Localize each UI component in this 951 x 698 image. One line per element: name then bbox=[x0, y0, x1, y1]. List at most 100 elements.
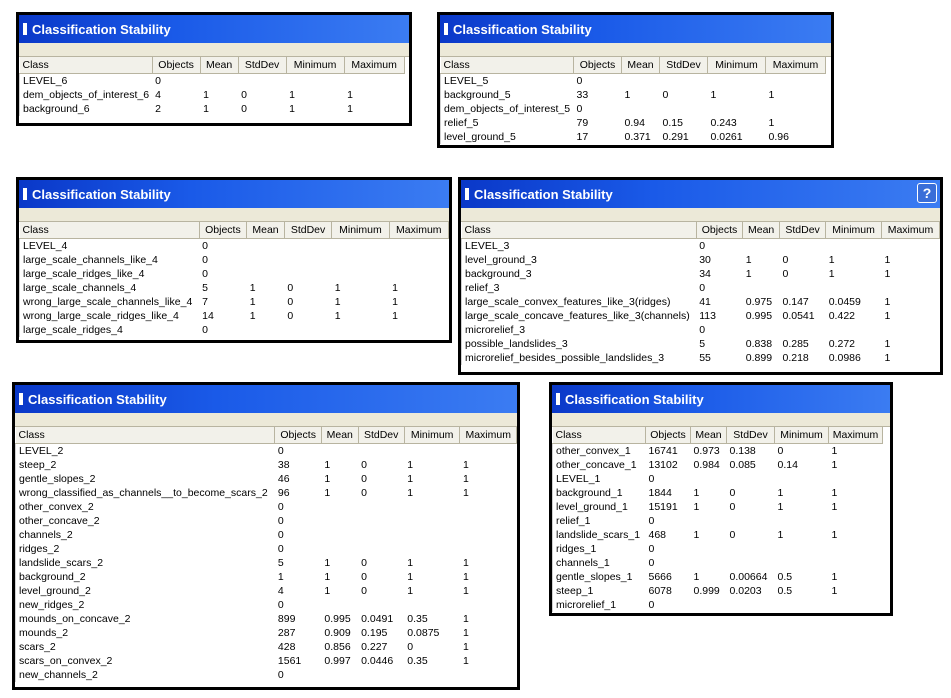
column-header-stddev[interactable]: StdDev bbox=[779, 222, 827, 239]
table-row[interactable]: wrong_classified_as_channels__to_become_… bbox=[15, 486, 517, 500]
column-header-maximum[interactable]: Maximum bbox=[881, 222, 940, 239]
table-row[interactable]: steep_2 38 1 0 1 1 bbox=[15, 458, 517, 472]
table-row[interactable]: channels_1 0 bbox=[552, 556, 883, 570]
window-titlebar[interactable]: Classification Stability ? bbox=[461, 180, 940, 208]
column-header-objects[interactable]: Objects bbox=[645, 427, 691, 444]
column-header-objects[interactable]: Objects bbox=[696, 222, 744, 239]
column-header-maximum[interactable]: Maximum bbox=[389, 222, 449, 239]
table-row[interactable]: background_3 34 1 0 1 1 bbox=[461, 267, 940, 281]
window-titlebar[interactable]: Classification Stability bbox=[552, 385, 890, 413]
window-titlebar[interactable]: Classification Stability bbox=[440, 15, 831, 43]
table-row[interactable]: LEVEL_2 0 bbox=[15, 443, 517, 458]
column-header-objects[interactable]: Objects bbox=[274, 427, 322, 444]
table-row[interactable]: microrelief_besides_possible_landslides_… bbox=[461, 351, 940, 365]
column-header-stddev[interactable]: StdDev bbox=[284, 222, 333, 239]
table-row[interactable]: background_1 1844 1 0 1 1 bbox=[552, 486, 883, 500]
column-header-minimum[interactable]: Minimum bbox=[286, 57, 345, 74]
table-row[interactable]: large_scale_ridges_like_4 0 bbox=[19, 267, 449, 281]
column-header-objects[interactable]: Objects bbox=[573, 57, 622, 74]
cell-stddev: 0.285 bbox=[782, 338, 809, 350]
table-row[interactable]: large_scale_convex_features_like_3(ridge… bbox=[461, 295, 940, 309]
table-row[interactable]: scars_on_convex_2 1561 0.997 0.0446 0.35 1 bbox=[15, 654, 517, 668]
table-row[interactable]: channels_2 0 bbox=[15, 528, 517, 542]
table-row[interactable]: background_5 33 1 0 1 1 bbox=[440, 88, 826, 102]
table-row[interactable]: wrong_large_scale_channels_like_4 7 1 0 1 1 bbox=[19, 295, 449, 309]
cell-objects: 15191 bbox=[648, 501, 678, 513]
column-header-mean[interactable]: Mean bbox=[690, 427, 727, 444]
table-row[interactable]: microrelief_3 0 bbox=[461, 323, 940, 337]
column-header-mean[interactable]: Mean bbox=[246, 222, 285, 239]
table-row[interactable]: wrong_large_scale_ridges_like_4 14 1 0 1 1 bbox=[19, 309, 449, 323]
column-header-minimum[interactable]: Minimum bbox=[707, 57, 766, 74]
window-titlebar[interactable]: Classification Stability bbox=[15, 385, 517, 413]
column-header-minimum[interactable]: Minimum bbox=[774, 427, 829, 444]
cell-mean bbox=[247, 323, 285, 337]
table-row[interactable]: steep_1 6078 0.999 0.0203 0.5 1 bbox=[552, 584, 883, 598]
column-header-mean[interactable]: Mean bbox=[200, 57, 239, 74]
column-header-maximum[interactable]: Maximum bbox=[828, 427, 883, 444]
table-row[interactable]: level_ground_5 17 0.371 0.291 0.0261 0.96 bbox=[440, 130, 826, 144]
table-row[interactable]: possible_landslides_3 5 0.838 0.285 0.272 1 bbox=[461, 337, 940, 351]
table-row[interactable]: new_ridges_2 0 bbox=[15, 598, 517, 612]
column-header-maximum[interactable]: Maximum bbox=[344, 57, 405, 74]
column-header-class[interactable]: Class bbox=[461, 222, 697, 239]
table-row[interactable]: other_concave_2 0 bbox=[15, 514, 517, 528]
column-header-class[interactable]: Class bbox=[552, 427, 646, 444]
column-header-class[interactable]: Class bbox=[19, 222, 200, 239]
table-row[interactable]: LEVEL_1 0 bbox=[552, 472, 883, 486]
table-row[interactable]: LEVEL_6 0 bbox=[19, 73, 405, 88]
column-header-stddev[interactable]: StdDev bbox=[659, 57, 708, 74]
table-row[interactable]: new_channels_2 0 bbox=[15, 668, 517, 682]
cell-mean: 0.999 bbox=[693, 585, 720, 597]
column-header-minimum[interactable]: Minimum bbox=[404, 427, 461, 444]
table-row[interactable]: relief_1 0 bbox=[552, 514, 883, 528]
window-titlebar[interactable]: Classification Stability bbox=[19, 180, 449, 208]
help-button[interactable]: ? bbox=[917, 183, 937, 203]
column-header-class[interactable]: Class bbox=[15, 427, 276, 444]
table-row[interactable]: gentle_slopes_1 5666 1 0.00664 0.5 1 bbox=[552, 570, 883, 584]
column-header-maximum[interactable]: Maximum bbox=[765, 57, 826, 74]
column-header-mean[interactable]: Mean bbox=[621, 57, 660, 74]
column-header-class[interactable]: Class bbox=[19, 57, 153, 74]
table-row[interactable]: microrelief_1 0 bbox=[552, 598, 883, 612]
column-header-mean[interactable]: Mean bbox=[321, 427, 359, 444]
column-header-stddev[interactable]: StdDev bbox=[358, 427, 405, 444]
table-row[interactable]: landslide_scars_1 468 1 0 1 1 bbox=[552, 528, 883, 542]
table-row[interactable]: relief_5 79 0.94 0.15 0.243 1 bbox=[440, 116, 826, 130]
column-header-class[interactable]: Class bbox=[440, 57, 574, 74]
table-row[interactable]: mounds_on_concave_2 899 0.995 0.0491 0.35 1 bbox=[15, 612, 517, 626]
table-row[interactable]: ridges_1 0 bbox=[552, 542, 883, 556]
table-row[interactable]: dem_objects_of_interest_6 4 1 0 1 1 bbox=[19, 88, 405, 102]
table-row[interactable]: level_ground_2 4 1 0 1 1 bbox=[15, 584, 517, 598]
table-row[interactable]: other_convex_2 0 bbox=[15, 500, 517, 514]
table-row[interactable]: ridges_2 0 bbox=[15, 542, 517, 556]
table-row[interactable]: level_ground_1 15191 1 0 1 1 bbox=[552, 500, 883, 514]
table-row[interactable]: LEVEL_4 0 bbox=[19, 238, 449, 253]
table-row[interactable]: large_scale_channels_like_4 0 bbox=[19, 253, 449, 267]
table-row[interactable]: LEVEL_3 0 bbox=[461, 238, 940, 253]
table-row[interactable]: scars_2 428 0.856 0.227 0 1 bbox=[15, 640, 517, 654]
table-row[interactable]: mounds_2 287 0.909 0.195 0.0875 1 bbox=[15, 626, 517, 640]
table-row[interactable]: background_2 1 1 0 1 1 bbox=[15, 570, 517, 584]
table-row[interactable]: gentle_slopes_2 46 1 0 1 1 bbox=[15, 472, 517, 486]
column-header-objects[interactable]: Objects bbox=[199, 222, 248, 239]
table-row[interactable]: other_concave_1 13102 0.984 0.085 0.14 1 bbox=[552, 458, 883, 472]
table-row[interactable]: large_scale_channels_4 5 1 0 1 1 bbox=[19, 281, 449, 295]
table-row[interactable]: relief_3 0 bbox=[461, 281, 940, 295]
table-row[interactable]: background_6 2 1 0 1 1 bbox=[19, 102, 405, 116]
column-header-mean[interactable]: Mean bbox=[742, 222, 780, 239]
table-row[interactable]: other_convex_1 16741 0.973 0.138 0 1 bbox=[552, 443, 883, 458]
column-header-minimum[interactable]: Minimum bbox=[331, 222, 390, 239]
column-header-objects[interactable]: Objects bbox=[152, 57, 201, 74]
column-header-stddev[interactable]: StdDev bbox=[238, 57, 287, 74]
table-row[interactable]: landslide_scars_2 5 1 0 1 1 bbox=[15, 556, 517, 570]
column-header-minimum[interactable]: Minimum bbox=[825, 222, 882, 239]
window-titlebar[interactable]: Classification Stability bbox=[19, 15, 409, 43]
table-row[interactable]: LEVEL_5 0 bbox=[440, 73, 826, 88]
table-row[interactable]: dem_objects_of_interest_5 0 bbox=[440, 102, 826, 116]
column-header-stddev[interactable]: StdDev bbox=[726, 427, 775, 444]
table-row[interactable]: large_scale_concave_features_like_3(chan… bbox=[461, 309, 940, 323]
column-header-maximum[interactable]: Maximum bbox=[459, 427, 517, 444]
table-row[interactable]: large_scale_ridges_4 0 bbox=[19, 323, 449, 337]
table-row[interactable]: level_ground_3 30 1 0 1 1 bbox=[461, 253, 940, 267]
